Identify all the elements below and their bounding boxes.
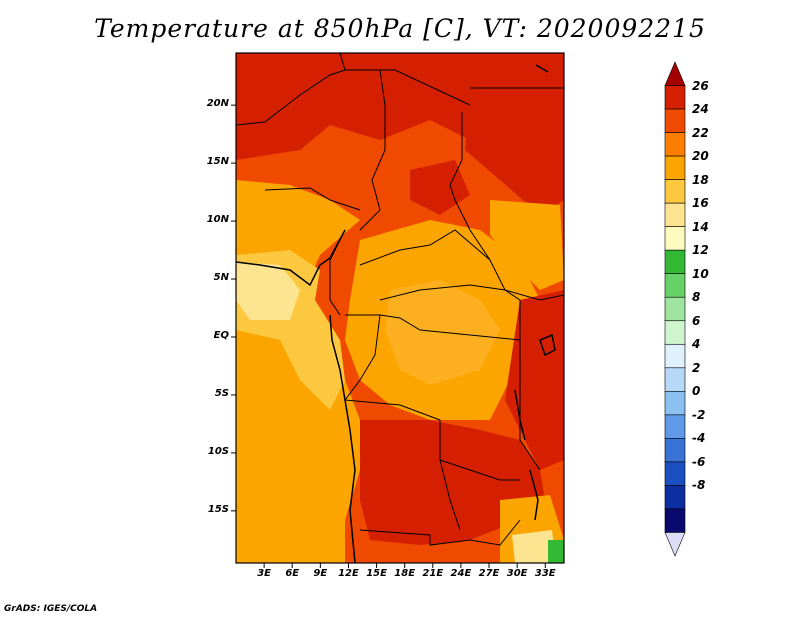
colorbar-segment	[664, 414, 686, 439]
colorbar-label: 6	[692, 313, 701, 328]
colorbar-label: 14	[692, 219, 709, 234]
colorbar-segment	[664, 343, 686, 369]
colorbar-label: 26	[692, 78, 709, 93]
lon-label: 24E	[450, 568, 472, 579]
lon-label: 6E	[285, 568, 300, 579]
colorbar-label: 2	[692, 360, 701, 375]
lat-label: 20N	[206, 98, 229, 110]
colorbar-label: 10	[692, 266, 709, 281]
colorbar-segment	[664, 249, 686, 275]
lat-label: 10S	[207, 445, 229, 457]
colorbar-segment	[664, 532, 686, 557]
coldest-zone-southeast	[512, 530, 556, 563]
colorbar-label: -6	[692, 454, 706, 469]
colorbar-segment	[664, 296, 686, 322]
colorbar-segment	[664, 179, 686, 204]
colorbar-segment	[664, 226, 686, 251]
colorbar-segment	[664, 508, 686, 533]
lat-label: 5N	[213, 272, 229, 284]
border-north-1	[235, 69, 346, 126]
colorbar-segment	[664, 85, 686, 110]
colorbar-segment	[664, 461, 686, 486]
colorbar-segment	[664, 108, 686, 133]
lat-label: 5S	[214, 387, 229, 399]
lon-label: 33E	[534, 568, 556, 579]
lat-label: 10N	[206, 214, 229, 226]
coast-gulf-of-guinea	[235, 229, 346, 287]
chart-title: Temperature at 850hPa [C], VT: 202009221…	[94, 14, 706, 43]
country-borders	[235, 52, 565, 546]
colorbar-label: 4	[692, 337, 701, 352]
cold-patch-mozambique	[548, 540, 564, 563]
colorbar-segment	[664, 391, 686, 416]
lat-label: EQ	[213, 329, 229, 341]
lat-label: 15N	[206, 156, 229, 168]
colorbar-label: -4	[692, 431, 706, 446]
border-angola-zambia	[439, 459, 461, 531]
credit-text: GrADS: IGES/COLA	[4, 604, 98, 614]
hot-zone-south	[360, 420, 545, 545]
colorbar-segment	[664, 320, 686, 345]
colorbar-label: 24	[692, 102, 709, 117]
colorbar	[664, 61, 686, 557]
colorbar-segment	[664, 367, 686, 392]
colorbar-label: 22	[692, 125, 709, 140]
lake-victoria	[539, 333, 556, 357]
temperature-field	[236, 53, 564, 563]
colorbar-label: -2	[692, 407, 706, 422]
colorbar-segment	[664, 485, 686, 510]
colorbar-label: -8	[692, 478, 706, 493]
border-car-south	[379, 284, 521, 301]
lon-label: 18E	[394, 568, 416, 579]
border-sahel	[264, 187, 361, 211]
border-car-north	[359, 229, 491, 266]
colorbar-label: 0	[692, 384, 701, 399]
coast-red-sea	[535, 64, 549, 73]
colorbar-segment	[664, 202, 686, 227]
colorbar-label: 16	[692, 196, 709, 211]
east-highlands	[490, 200, 564, 290]
border-drc-east	[519, 300, 541, 471]
coldest-zone-gulf	[236, 262, 300, 320]
coast-west-africa	[329, 314, 356, 564]
axis-ticks	[231, 104, 546, 568]
border-namibia	[359, 519, 521, 546]
lon-label: 21E	[422, 568, 444, 579]
colorbar-label: 12	[692, 243, 709, 258]
lon-label: 3E	[257, 568, 271, 579]
colorbar-segment	[664, 155, 686, 180]
colorbar-label: 8	[692, 290, 701, 305]
lon-label: 15E	[366, 568, 387, 579]
colorbar-segment	[664, 438, 686, 463]
coastline	[235, 64, 556, 564]
border-uganda	[504, 289, 565, 301]
hot-zone-east	[465, 82, 564, 215]
lake-malawi	[529, 469, 539, 521]
colorbar-label: 18	[692, 172, 709, 187]
colorbar-segment	[664, 132, 686, 157]
border-congo-north	[345, 314, 521, 341]
lon-label: 30E	[506, 568, 528, 579]
lake-tanganyika	[514, 389, 526, 441]
border-congo-west	[344, 314, 381, 401]
lon-label: 9E	[313, 568, 328, 579]
plot-frame	[235, 52, 565, 564]
lon-label: 27E	[478, 568, 500, 579]
colorbar-segment	[664, 273, 686, 298]
lon-label: 12E	[338, 568, 359, 579]
colorbar-label: 20	[692, 149, 709, 164]
lat-label: 15S	[207, 503, 229, 515]
border-niger-chad	[359, 69, 386, 231]
colorbar-segment	[664, 61, 686, 86]
